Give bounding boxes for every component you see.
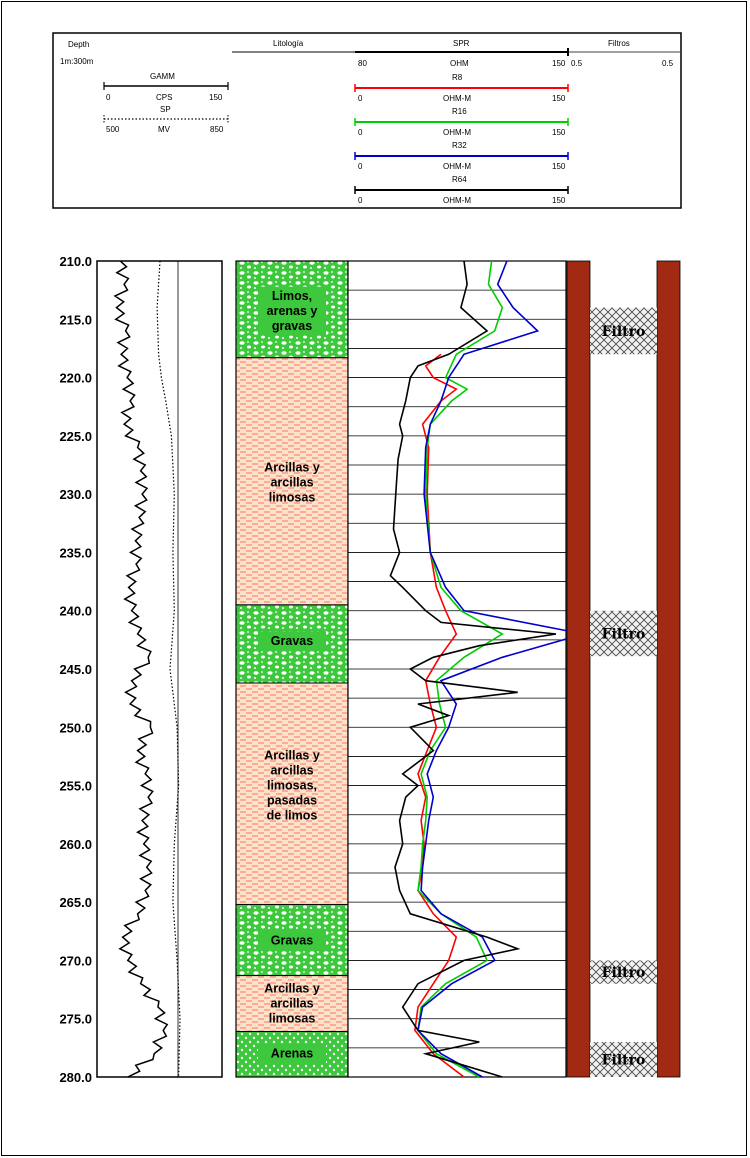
legend-r8-unit: OHM-M [443, 94, 471, 103]
filter-track: Filtro Filtro Filtro Filtro [566, 260, 681, 1078]
depth-label: 210.0 [59, 254, 92, 269]
legend-r64-name: R64 [452, 175, 467, 184]
legend-r32-max: 150 [552, 162, 566, 171]
ohm-unit: OHM [450, 59, 469, 68]
filter-screen-4 [590, 1042, 657, 1077]
legend-r64-unit: OHM-M [443, 196, 471, 205]
lithology-label: Gravas [271, 634, 313, 648]
legend-r16-min: 0 [358, 128, 363, 137]
filtros-min: 0.5 [571, 59, 583, 68]
legend-r32-unit: OHM-M [443, 162, 471, 171]
filter-label-3: Filtro [602, 965, 646, 981]
legend-r16-unit: OHM-M [443, 128, 471, 137]
lithology-label: Arcillas y [264, 982, 320, 996]
gamm-sp-track [96, 260, 223, 1078]
gamm-track-frame [96, 260, 223, 1078]
sp-unit: MV [158, 125, 171, 134]
lithology-label: de limos [267, 809, 318, 823]
sp-curve [156, 260, 181, 1078]
filtros-label: Filtros [608, 39, 630, 48]
depth-label: Depth [68, 40, 89, 49]
depth-label: 265.0 [59, 895, 92, 910]
lithology-label: limosas, [267, 779, 317, 793]
casing-right [656, 260, 681, 1078]
log-header: Depth 1m:300m Litología SPR 80 OHM 150 F… [52, 32, 682, 209]
lithology-label: Arenas [271, 1047, 313, 1061]
depth-axis: 210.0 215.0 220.0 225.0 230.0 235.0 240.0 245.0… [59, 254, 92, 1085]
lithology-label-bg [258, 1044, 326, 1064]
gamm-unit: CPS [156, 93, 172, 102]
legend-r32-name: R32 [452, 141, 467, 150]
legend-r8-name: R8 [452, 73, 463, 82]
lithology-label: limosas [269, 490, 316, 504]
scale-label: 1m:300m [60, 57, 94, 66]
r64-curve [389, 260, 557, 1078]
gamm-min: 0 [106, 93, 111, 102]
r16-curve [417, 260, 504, 1078]
depth-label: 275.0 [59, 1012, 92, 1027]
filter-screen-3 [590, 960, 657, 984]
depth-label: 280.0 [59, 1070, 92, 1085]
lithology-label-bg [258, 286, 326, 336]
depth-label: 240.0 [59, 604, 92, 619]
resistivity-legend: R8 0 OHM-M 150 R16 0 OHM-M 150 R32 0 OHM-M 150 R64 0 O… [354, 73, 569, 205]
ohm-max: 150 [552, 59, 566, 68]
spr-label: SPR [453, 39, 470, 48]
lithology-unit-2 [235, 357, 349, 606]
legend-r32-min: 0 [358, 162, 363, 171]
lithology-label: Arcillas y [264, 460, 320, 474]
lithology-label: Arcillas y [264, 749, 320, 763]
gamm-curve [113, 260, 169, 1078]
gamm-max: 150 [209, 93, 223, 102]
lithology-label: arcillas [270, 475, 313, 489]
depth-label: 250.0 [59, 720, 92, 735]
r32-curve [417, 260, 584, 1078]
legend-r8-max: 150 [552, 94, 566, 103]
lithology-label-bg [258, 631, 326, 651]
legend-r16-max: 150 [552, 128, 566, 137]
legend-r16-name: R16 [452, 107, 467, 116]
depth-label: 225.0 [59, 429, 92, 444]
filter-screen-1 [590, 307, 657, 355]
lithology-label-bg [258, 931, 326, 951]
legend-r64-min: 0 [358, 196, 363, 205]
depth-label: 245.0 [59, 662, 92, 677]
lithology-unit-4 [235, 682, 349, 905]
legend-r8-min: 0 [358, 94, 363, 103]
legend-r64-max: 150 [552, 196, 566, 205]
lithology-label: limosas [269, 1012, 316, 1026]
depth-label: 270.0 [59, 953, 92, 968]
lithology-label: Limos, [272, 289, 312, 303]
lithology-label: arenas y [267, 304, 318, 318]
lithology-label: arcillas [270, 764, 313, 778]
depth-label: 255.0 [59, 779, 92, 794]
filter-screen-2 [590, 610, 657, 657]
litologia-label: Litología [273, 39, 304, 48]
depth-label: 220.0 [59, 371, 92, 386]
casing-left [566, 260, 591, 1078]
filter-label-2: Filtro [602, 626, 646, 642]
header-box [52, 32, 682, 209]
sp-max: 850 [210, 125, 224, 134]
depth-label: 215.0 [59, 312, 92, 327]
lithology-label: Gravas [271, 934, 313, 948]
lithology-label: arcillas [270, 997, 313, 1011]
gamm-name: GAMM [150, 72, 175, 81]
depth-label: 260.0 [59, 837, 92, 852]
depth-label: 235.0 [59, 545, 92, 560]
sp-min: 500 [106, 125, 120, 134]
filter-label-1: Filtro [602, 324, 646, 340]
resistivity-track [347, 260, 584, 1078]
lithology-label: gravas [272, 319, 312, 333]
lithology-label: pasadas [267, 794, 317, 808]
filtros-max: 0.5 [662, 59, 674, 68]
depth-label: 230.0 [59, 487, 92, 502]
r8-curve [414, 353, 465, 1078]
sp-name: SP [160, 105, 171, 114]
ohm-min: 80 [358, 59, 367, 68]
filter-label-4: Filtro [602, 1053, 646, 1069]
